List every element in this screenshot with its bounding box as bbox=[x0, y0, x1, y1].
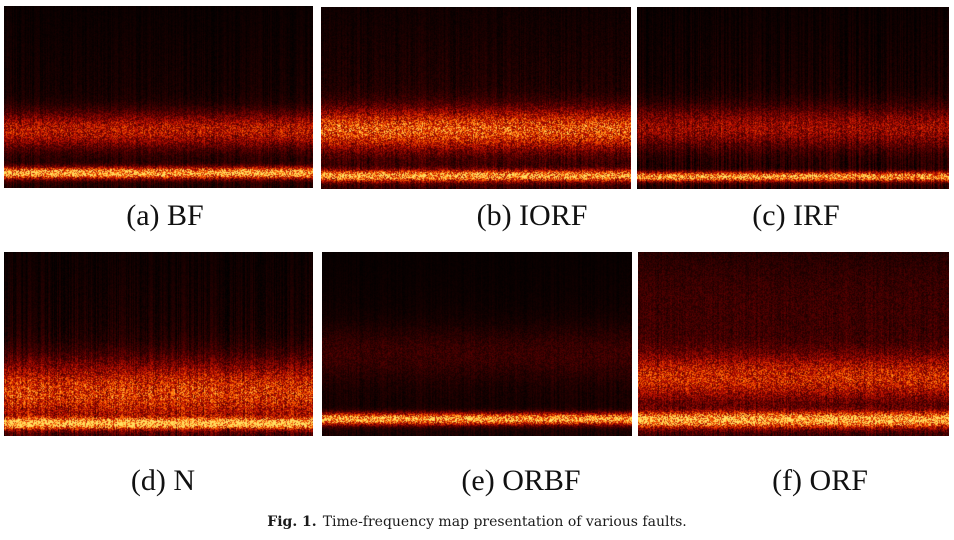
panel-label-f: (f) ORF bbox=[772, 464, 868, 497]
caption-label: Fig. 1. bbox=[267, 514, 317, 530]
spectrogram-irf bbox=[637, 7, 949, 189]
panel-label-c: (c) IRF bbox=[752, 199, 840, 232]
spectrogram-bf bbox=[4, 6, 313, 188]
spectrogram-orf bbox=[638, 252, 949, 436]
panel-label-d: (d) N bbox=[130, 464, 196, 497]
caption-text: Time-frequency map presentation of vario… bbox=[322, 514, 687, 530]
spectrogram-iorf bbox=[321, 7, 631, 189]
spectrogram-n bbox=[4, 252, 313, 436]
panel-label-a: (a) BF bbox=[126, 199, 204, 232]
figure-caption: Fig. 1. Time-frequency map presentation o… bbox=[0, 514, 954, 530]
panel-label-b: (b) IORF bbox=[476, 199, 588, 232]
panel-label-e: (e) ORBF bbox=[461, 464, 581, 497]
spectrogram-orbf bbox=[322, 252, 632, 436]
